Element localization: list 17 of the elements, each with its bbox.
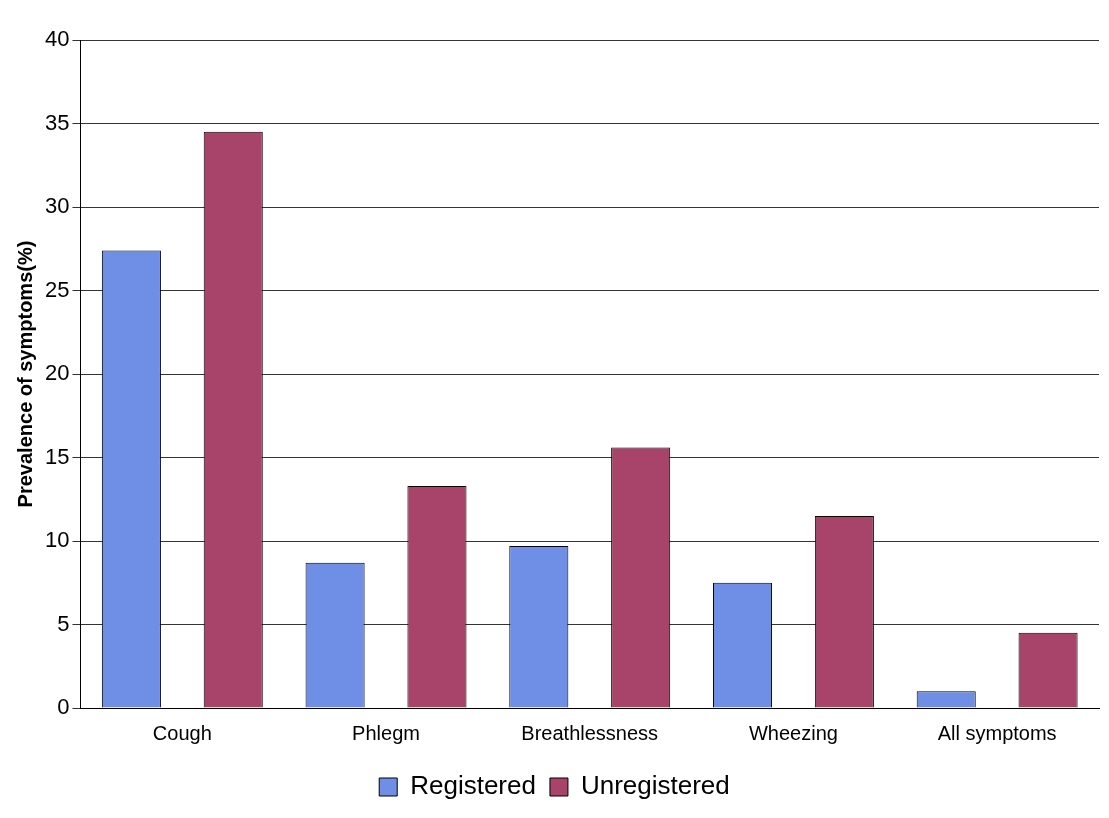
- x-tick-label: All symptoms: [937, 721, 1057, 744]
- y-tick-label: 20: [44, 360, 70, 386]
- legend-label: Unregistered: [580, 770, 730, 801]
- y-tick-label: 40: [44, 26, 70, 52]
- y-tick-label: 35: [44, 109, 70, 135]
- x-tick-label: Wheezing: [748, 721, 838, 744]
- y-tick-label: 30: [44, 193, 70, 219]
- y-tick-label: 25: [44, 276, 70, 302]
- y-tick-label: 15: [44, 443, 70, 469]
- x-tick-label: Phlegm: [352, 721, 420, 744]
- y-tick-label: 5: [57, 610, 70, 636]
- x-tick-label: Cough: [152, 721, 212, 744]
- legend-label: Registered: [410, 770, 536, 801]
- y-tick-label: 0: [57, 694, 70, 720]
- y-axis-title: Prevalence of symptoms(%): [13, 240, 36, 508]
- y-tick-label: 10: [44, 527, 70, 553]
- x-tick-label: Breathlessness: [521, 721, 659, 744]
